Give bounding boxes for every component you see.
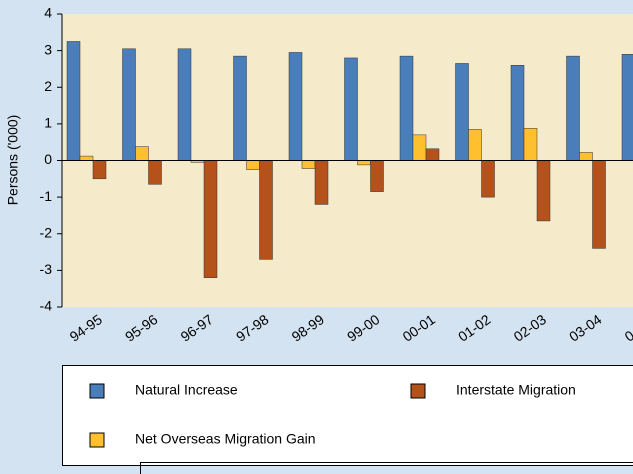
bar xyxy=(592,160,606,249)
y-tick-label: -4 xyxy=(40,298,53,314)
legend-swatch xyxy=(410,383,426,399)
bar xyxy=(579,152,593,161)
x-tick-label: 99-00 xyxy=(344,311,383,345)
bar xyxy=(233,55,247,161)
bar xyxy=(370,160,384,192)
bar xyxy=(177,48,192,161)
bar xyxy=(148,160,162,185)
bar xyxy=(122,48,136,161)
bar xyxy=(481,160,495,198)
legend-swatch xyxy=(89,383,105,399)
frame xyxy=(140,462,633,474)
bar xyxy=(455,63,469,161)
bar xyxy=(510,65,525,161)
bar xyxy=(412,134,427,161)
x-tick-label: 03-04 xyxy=(566,311,605,345)
legend-swatch xyxy=(89,432,105,448)
x-tick-label: 96-97 xyxy=(177,311,216,345)
x-tick-label: 01-02 xyxy=(455,311,494,345)
bar xyxy=(566,55,580,161)
bar xyxy=(425,148,440,161)
bar xyxy=(523,128,538,161)
x-tick-label: 02-03 xyxy=(510,311,549,345)
legend-label: Interstate Migration xyxy=(456,382,576,398)
x-tick-label: 97-98 xyxy=(233,311,272,345)
y-tick-label: 0 xyxy=(44,151,52,167)
bar xyxy=(135,146,149,161)
bar xyxy=(357,160,371,166)
legend-label: Natural Increase xyxy=(135,382,238,398)
y-tick-label: 3 xyxy=(44,41,52,57)
bar xyxy=(536,160,551,222)
bar xyxy=(621,54,633,161)
y-tick-label: -2 xyxy=(40,224,53,240)
y-axis-label: Persons ('000) xyxy=(5,115,21,206)
legend xyxy=(62,365,633,466)
x-tick-label: 94-95 xyxy=(66,311,105,345)
legend-label: Net Overseas Migration Gain xyxy=(135,431,316,447)
bar xyxy=(92,160,107,180)
y-tick-label: 2 xyxy=(44,78,52,94)
bar xyxy=(288,52,303,161)
y-tick-label: -1 xyxy=(40,188,53,204)
bar xyxy=(399,55,414,161)
bar xyxy=(79,155,94,161)
bar xyxy=(301,160,316,169)
bar xyxy=(203,160,218,278)
x-tick-label: 00-01 xyxy=(399,311,438,345)
bar xyxy=(246,160,260,170)
x-tick-label: 98-99 xyxy=(288,311,327,345)
y-tick-label: -3 xyxy=(40,261,53,277)
y-tick-label: 4 xyxy=(44,5,52,21)
bar xyxy=(259,160,273,260)
bar xyxy=(66,41,81,161)
x-tick-label: 95-96 xyxy=(122,311,161,345)
bar xyxy=(468,129,482,161)
x-tick-label: 04-05 xyxy=(621,311,633,345)
bar xyxy=(314,160,329,205)
y-tick-label: 1 xyxy=(44,115,52,131)
bar xyxy=(344,57,358,161)
